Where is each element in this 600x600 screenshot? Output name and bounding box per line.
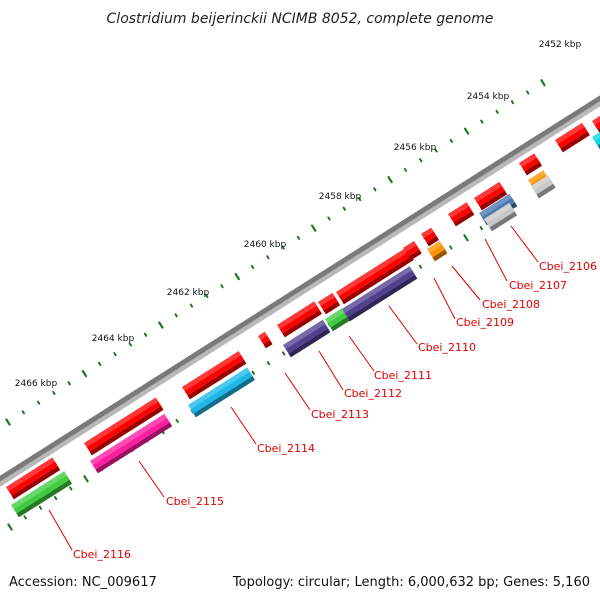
callout-line-9 — [230, 406, 257, 445]
topology-text: Topology: circular; Length: 6,000,632 bp… — [232, 575, 590, 590]
gene-label-cbei-2108[interactable]: Cbei_2108 — [482, 298, 540, 311]
callout-line-2 — [484, 238, 508, 282]
scale-label-2460: 2460 kbp — [244, 240, 287, 250]
forward-gene-14[interactable] — [592, 115, 600, 134]
callout-line-5 — [388, 305, 418, 345]
gene-label-cbei-2116[interactable]: Cbei_2116 — [73, 548, 131, 561]
callout-line-7 — [318, 350, 344, 391]
scale-label-2466: 2466 kbp — [15, 379, 58, 389]
scale-label-2458: 2458 kbp — [319, 192, 362, 202]
reverse-gene-cbei-2116[interactable] — [11, 471, 72, 518]
gene-label-cbei-2106[interactable]: Cbei_2106 — [539, 260, 597, 273]
scale-label-2454: 2454 kbp — [467, 92, 510, 102]
reverse-strand-genes — [11, 131, 600, 518]
reverse-gene-cbei-2114[interactable] — [188, 367, 255, 418]
backbone-line — [0, 95, 600, 482]
reverse-gene-cbei-2113[interactable] — [283, 319, 331, 358]
callout-line-6 — [348, 335, 375, 372]
scale-ticks-outer — [5, 79, 546, 426]
genome-backbone — [0, 95, 600, 487]
callout-line-3 — [451, 265, 481, 301]
reverse-gene-cbei-2110[interactable] — [427, 241, 448, 262]
map-title: Clostridium beijerinckii NCIMB 8052, com… — [107, 11, 494, 27]
forward-gene-12[interactable] — [519, 153, 542, 176]
gene-label-cbei-2107[interactable]: Cbei_2107 — [509, 279, 567, 292]
gene-labels: Cbei_2106 Cbei_2107 Cbei_2108 Cbei_2109 … — [73, 260, 597, 561]
gene-callout-lines — [48, 225, 539, 551]
forward-gene-2[interactable] — [84, 397, 164, 456]
reverse-gene-cbei-2107[interactable] — [531, 175, 556, 199]
reverse-gene-cbei-2111[interactable] — [342, 266, 418, 322]
scale-label-2462: 2462 kbp — [167, 288, 210, 298]
forward-gene-8[interactable] — [403, 241, 422, 261]
scale-labels: 2452 kbp 2454 kbp 2456 kbp 2458 kbp 2460… — [15, 40, 582, 389]
reverse-gene-cbei-2107[interactable] — [484, 202, 518, 232]
accession-text: Accession: NC_009617 — [9, 575, 157, 590]
reverse-gene-cbei-2106[interactable] — [592, 131, 600, 150]
forward-gene-9[interactable] — [421, 227, 439, 247]
scale-label-2456: 2456 kbp — [394, 143, 437, 153]
forward-gene-11[interactable] — [474, 181, 508, 211]
gene-label-cbei-2115[interactable]: Cbei_2115 — [166, 495, 224, 508]
gene-label-cbei-2111[interactable]: Cbei_2111 — [374, 369, 432, 382]
forward-gene-5[interactable] — [277, 301, 322, 338]
scale-label-2464: 2464 kbp — [92, 334, 135, 344]
gene-label-cbei-2113[interactable]: Cbei_2113 — [311, 408, 369, 421]
gene-label-cbei-2110[interactable]: Cbei_2110 — [418, 341, 476, 354]
forward-strand-genes — [6, 115, 600, 500]
gene-label-cbei-2112[interactable]: Cbei_2112 — [344, 387, 402, 400]
callout-line-8 — [284, 372, 311, 411]
gene-label-cbei-2109[interactable]: Cbei_2109 — [456, 316, 514, 329]
forward-gene-4[interactable] — [258, 331, 273, 349]
forward-gene-13[interactable] — [555, 122, 590, 153]
callout-line-11 — [48, 509, 73, 551]
callout-line-1 — [510, 225, 539, 263]
forward-gene-1[interactable] — [6, 457, 61, 500]
callout-line-10 — [138, 460, 165, 498]
scale-label-2452: 2452 kbp — [539, 40, 582, 50]
gene-label-cbei-2114[interactable]: Cbei_2114 — [257, 442, 315, 455]
forward-gene-6[interactable] — [318, 292, 341, 315]
forward-gene-3[interactable] — [182, 351, 247, 400]
callout-line-4 — [433, 277, 456, 320]
forward-gene-10[interactable] — [448, 202, 475, 227]
reverse-gene-cbei-2115[interactable] — [90, 413, 173, 474]
